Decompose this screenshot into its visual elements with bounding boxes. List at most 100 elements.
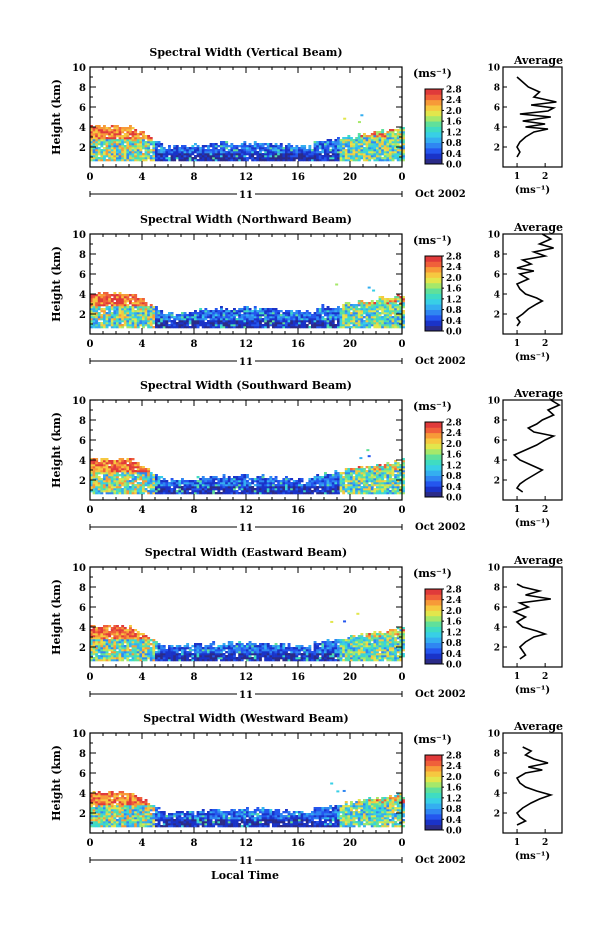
heatmap-cell: [152, 490, 156, 493]
heatmap-cell: [131, 143, 135, 146]
heatmap-cell: [285, 486, 288, 489]
heatmap-cell: [342, 320, 346, 323]
heatmap-cell: [209, 151, 213, 154]
heatmap-cell: [261, 490, 265, 493]
heatmap-cell: [220, 488, 223, 491]
heatmap-cell: [279, 149, 283, 152]
heatmap-cell: [222, 147, 226, 150]
heatmap-cell: [113, 151, 117, 154]
heatmap-cell: [386, 486, 390, 489]
heatmap-cell: [90, 131, 93, 134]
heatmap-cell: [103, 480, 106, 483]
heatmap-cell: [110, 137, 114, 140]
heatmap-cell: [287, 320, 291, 323]
heatmap-cell: [136, 476, 140, 479]
heatmap-cell: [97, 633, 101, 636]
heatmap-cell: [389, 492, 392, 495]
heatmap-cells: [90, 114, 405, 162]
heatmap-cell: [277, 155, 281, 158]
heatmap-cell: [175, 655, 179, 658]
heatmap-cell: [386, 490, 390, 493]
heatmap-cell: [316, 488, 320, 491]
heatmap-cell: [97, 643, 101, 646]
heatmap-cell: [259, 314, 262, 317]
heatmap-cell: [129, 482, 132, 485]
heatmap-cell: [108, 318, 112, 321]
heatmap-cell: [121, 149, 125, 152]
heatmap-cell: [373, 131, 377, 134]
day-label: 11: [239, 190, 253, 201]
heatmap-cell: [199, 486, 203, 489]
heatmap-cell: [178, 486, 182, 489]
heatmap-cell: [394, 157, 398, 160]
heatmap-cell: [110, 308, 114, 311]
heatmap-cell: [365, 486, 369, 489]
heatmap-cell: [337, 322, 340, 325]
heatmap-cell: [389, 129, 392, 132]
heatmap-cell: [279, 318, 283, 321]
heatmap-cell: [118, 310, 122, 313]
heatmap-cell: [357, 312, 361, 315]
heatmap-cell: [214, 326, 218, 329]
heatmap-cell: [95, 476, 99, 479]
heatmap-cell: [365, 474, 369, 477]
heatmap-cell: [103, 647, 106, 650]
heatmap-cell: [178, 153, 182, 156]
heatmap-cell: [95, 310, 99, 313]
heatmap-cell: [240, 159, 244, 162]
heatmap-cell: [266, 308, 270, 311]
heatmap-cell: [183, 657, 187, 660]
heatmap-cell: [160, 651, 164, 654]
heatmap-cell: [92, 298, 96, 301]
heatmap-cell: [383, 310, 387, 313]
heatmap-cell: [383, 316, 387, 319]
heatmap-cell: [105, 486, 109, 489]
heatmap-cell: [316, 324, 320, 327]
heatmap-cell: [116, 294, 119, 297]
heatmap-cell: [246, 310, 249, 313]
heatmap-cell: [342, 316, 346, 319]
heatmap-cell: [378, 302, 382, 305]
heatmap-cell: [290, 312, 294, 315]
heatmap-cell: [103, 151, 106, 154]
heatmap-cell: [378, 137, 382, 140]
heatmap-cell: [251, 318, 255, 321]
heatmap-cell: [287, 490, 291, 493]
heatmap-cell: [160, 149, 164, 152]
heatmap-cell: [103, 655, 106, 658]
heatmap-cell: [160, 320, 164, 323]
heatmap-cell: [103, 653, 106, 656]
heatmap-cell: [316, 310, 320, 313]
heatmap-cell: [168, 484, 171, 487]
heatmap-cell: [142, 300, 145, 303]
heatmap-cell: [233, 308, 236, 311]
avg-frame: [502, 66, 563, 168]
heatmap-cell: [357, 308, 361, 311]
heatmap-cell: [110, 135, 114, 138]
heatmap-cell: [264, 149, 268, 152]
heatmap-cell: [368, 137, 372, 140]
heatmap-cell: [402, 484, 405, 487]
heatmap-cell: [142, 659, 145, 662]
heatmap-cell: [100, 633, 104, 636]
heatmap-cell: [383, 470, 387, 473]
heatmap-cell: [90, 141, 93, 144]
heatmap-cell: [212, 643, 216, 646]
heatmap-cell: [264, 151, 268, 154]
heatmap-cell: [183, 312, 187, 315]
heatmap-cell: [399, 318, 403, 321]
heatmap-cell: [363, 478, 366, 481]
heatmap-cell: [266, 312, 270, 315]
heatmap-cell: [272, 149, 275, 152]
heatmap-cell: [116, 645, 119, 648]
heatmap-cell: [287, 316, 291, 319]
heatmap-cell: [381, 131, 385, 134]
heatmap-cell: [118, 153, 122, 156]
heatmap-cell: [321, 320, 325, 323]
heatmap-cell: [92, 657, 96, 660]
heatmap-cell: [251, 145, 255, 148]
heatmap-cell: [116, 326, 119, 329]
heatmap-cell: [214, 157, 218, 160]
heatmap-cell: [357, 147, 361, 150]
heatmap-cell: [113, 308, 117, 311]
